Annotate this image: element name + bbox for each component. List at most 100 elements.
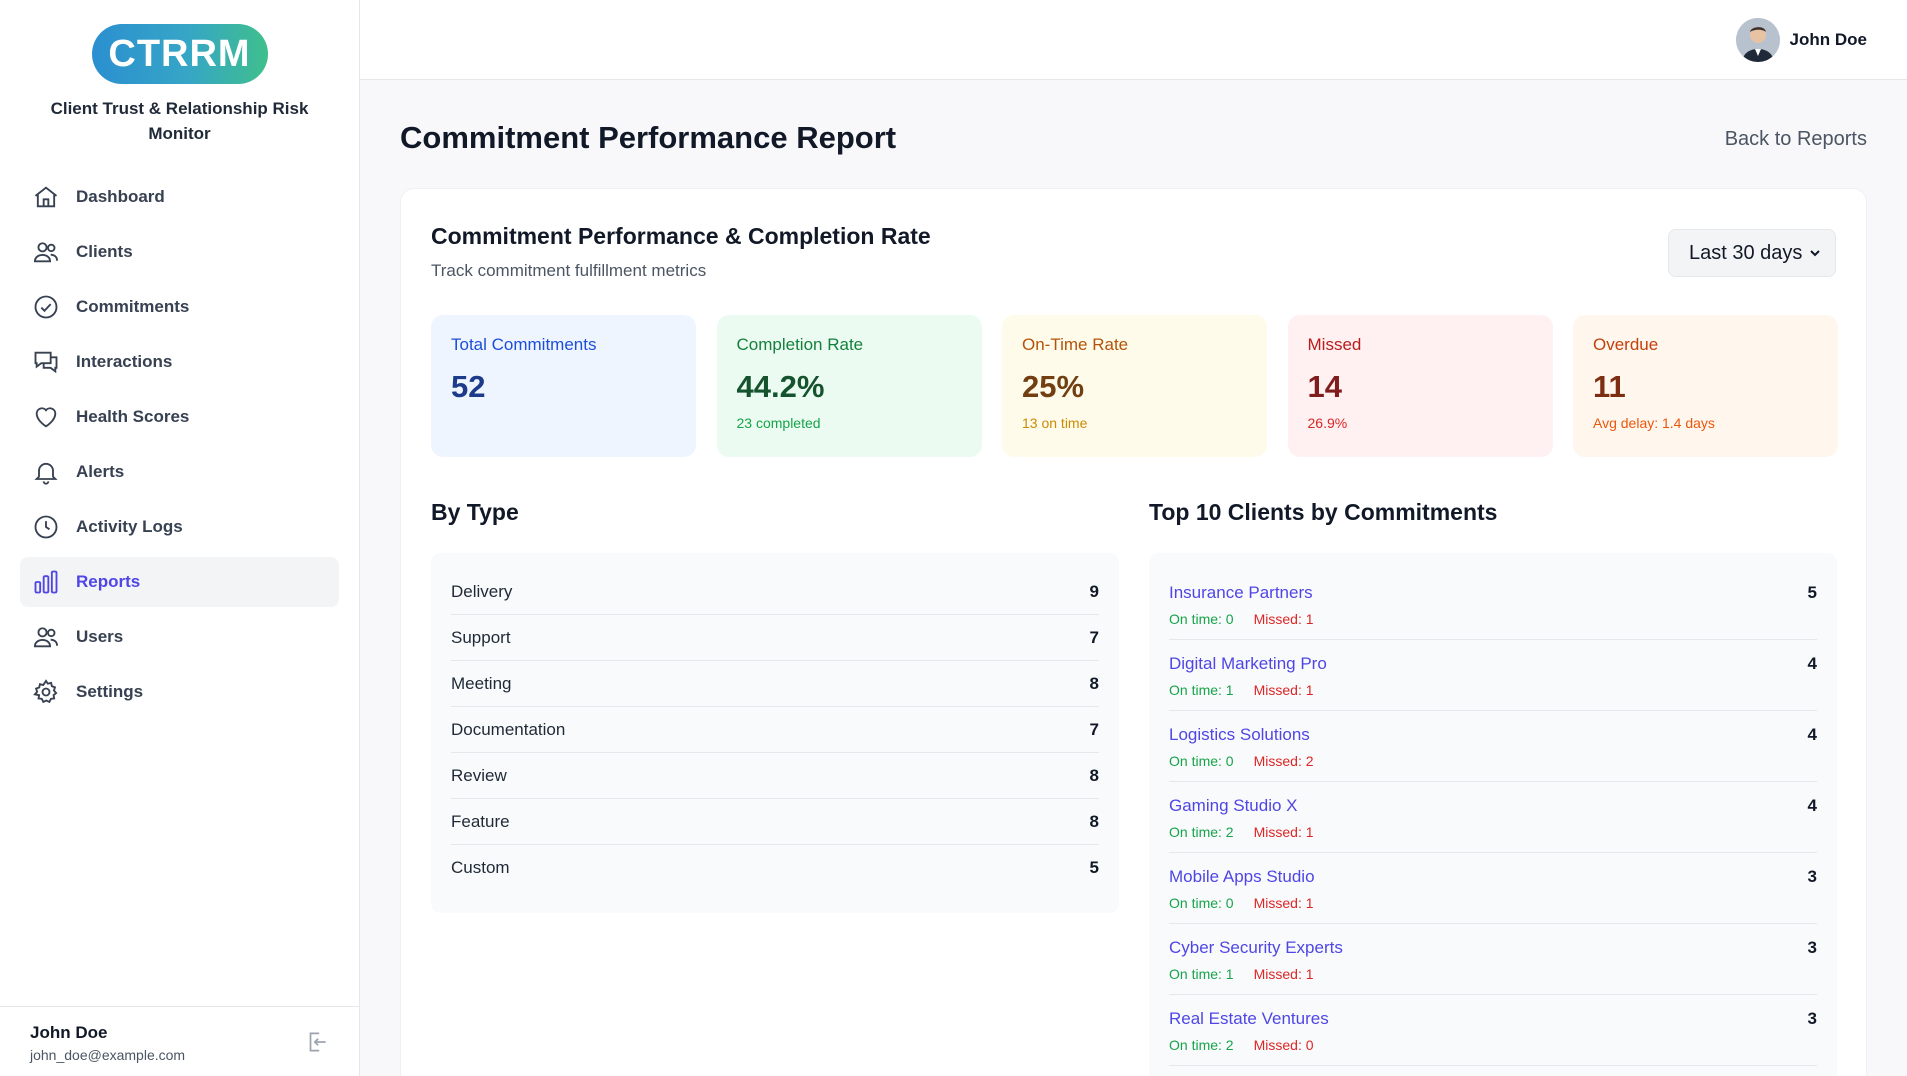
avatar [1735,18,1780,62]
sidebar-item-clients[interactable]: Clients [20,227,339,277]
list-item: Digital Marketing Pro 4 On time: 1 Missed… [1169,640,1817,711]
sidebar-item-alerts[interactable]: Alerts [20,447,339,497]
app-logo[interactable]: CTRRM [91,24,268,84]
report-title: Commitment Performance & Completion Rate [431,223,931,249]
type-name: Delivery [451,581,513,601]
report-subtitle: Track commitment fulfillment metrics [431,261,707,280]
users-icon [33,627,59,648]
client-link[interactable]: Gaming Studio X [1169,796,1298,815]
user-menu[interactable]: John Doe [1735,18,1867,62]
sidebar-item-interactions[interactable]: Interactions [20,337,339,387]
stat-missed: Missed 14 26.9% [1287,315,1553,457]
topbar-user-name: John Doe [1789,30,1867,49]
sidebar-item-label: Health Scores [76,407,190,426]
stat-note: 26.9% [1307,415,1348,431]
stat-label: Overdue [1593,335,1659,354]
client-count: 3 [1807,938,1817,957]
type-name: Documentation [451,719,566,739]
type-name: Feature [451,811,510,831]
sidebar-item-label: Alerts [76,462,125,481]
type-count: 7 [1089,627,1099,647]
stat-value: 25% [1022,369,1085,404]
type-name: Meeting [451,673,512,693]
check-circle-icon [34,295,58,319]
client-link[interactable]: Mobile Apps Studio [1169,867,1315,886]
back-to-reports-link[interactable]: Back to Reports [1724,128,1867,150]
missed-count: Missed: 1 [1253,895,1314,911]
client-link[interactable]: Digital Marketing Pro [1169,654,1327,673]
client-meta: On time: 0 Missed: 1 [1169,895,1817,911]
list-item: Support 7 [451,615,1099,661]
list-item: Cyber Security Experts 3 On time: 1 Misse… [1169,924,1817,995]
sidebar-item-commitments[interactable]: Commitments [20,282,339,332]
bell-icon [34,462,58,485]
brand: CTRRM Client Trust & Relationship Risk M… [0,0,359,148]
missed-count: Missed: 1 [1253,611,1314,627]
missed-count: Missed: 1 [1253,966,1314,982]
sidebar-user-email: john_doe@example.com [30,1047,186,1063]
client-count: 4 [1807,725,1817,744]
list-item: Feature 8 [451,799,1099,845]
type-name: Review [451,765,507,785]
list-item: Custom 5 [451,845,1099,891]
list-item: Delivery 9 [451,569,1099,615]
list-item: Insurance Partners 5 On time: 0 Missed: 1 [1169,569,1817,640]
stat-value: 44.2% [736,369,825,404]
type-count: 5 [1089,858,1099,877]
heart-icon [35,407,57,428]
sidebar-user: John Doe john_doe@example.com [0,1006,360,1076]
by-type-title: By Type [431,499,519,525]
on-time-count: On time: 0 [1169,895,1234,911]
type-count: 9 [1089,581,1099,601]
on-time-count: On time: 1 [1169,682,1234,698]
client-meta: On time: 0 Missed: 2 [1169,753,1817,769]
date-range-select[interactable]: Last 30 days [1668,229,1836,277]
client-count: 4 [1807,796,1817,815]
stat-total-commitments: Total Commitments 52 [431,315,696,457]
client-link[interactable]: Real Estate Ventures [1169,1009,1329,1028]
main-content: John Doe Commitment Performance Report B… [360,0,1907,1076]
stats-row: Total Commitments 52 Completion Rate 44.… [431,315,1838,457]
list-item: Meeting 8 [451,661,1099,707]
stat-note: 23 completed [736,415,821,431]
sidebar-item-settings[interactable]: Settings [20,667,339,717]
missed-count: Missed: 2 [1253,753,1314,769]
page-header: Commitment Performance Report Back to Re… [360,80,1907,188]
sidebar-item-label: Clients [76,242,133,261]
missed-count: Missed: 0 [1253,1037,1314,1053]
client-link[interactable]: Logistics Solutions [1169,725,1310,744]
list-item: Real Estate Ventures 3 On time: 2 Missed:… [1169,995,1817,1066]
sidebar-item-users[interactable]: Users [20,612,339,662]
users-icon [33,242,59,263]
chat-icon [34,351,58,374]
type-count: 7 [1089,719,1099,739]
client-link[interactable]: Insurance Partners [1169,583,1313,602]
stat-label: Completion Rate [736,335,864,354]
sidebar-nav: Dashboard Clients Commitments Interactio… [0,148,359,717]
stat-value: 14 [1307,369,1342,404]
sidebar-item-dashboard[interactable]: Dashboard [20,172,339,222]
client-link[interactable]: Cyber Security Experts [1169,938,1343,957]
stat-note: 13 on time [1022,415,1088,431]
client-meta: On time: 1 Missed: 1 [1169,966,1817,982]
date-range-value: Last 30 days [1689,241,1803,264]
app-name: Client Trust & Relationship Risk Monitor [50,99,309,143]
client-count: 3 [1807,867,1817,886]
bar-chart-icon [34,570,58,594]
type-name: Custom [451,858,510,877]
missed-count: Missed: 1 [1253,682,1314,698]
stat-note: Avg delay: 1.4 days [1593,415,1715,431]
stat-value: 52 [451,369,486,404]
sidebar-item-activity-logs[interactable]: Activity Logs [20,502,339,552]
logout-icon[interactable] [304,1029,330,1055]
sidebar-item-health-scores[interactable]: Health Scores [20,392,339,442]
list-item: Mobile Apps Studio 3 On time: 0 Missed: 1 [1169,853,1817,924]
page-title: Commitment Performance Report [400,120,897,155]
sidebar-item-label: Dashboard [76,187,165,206]
stat-label: Missed [1307,335,1362,354]
on-time-count: On time: 0 [1169,611,1234,627]
sidebar-item-reports[interactable]: Reports [20,557,339,607]
stat-value: 11 [1593,369,1626,404]
on-time-count: On time: 0 [1169,753,1234,769]
